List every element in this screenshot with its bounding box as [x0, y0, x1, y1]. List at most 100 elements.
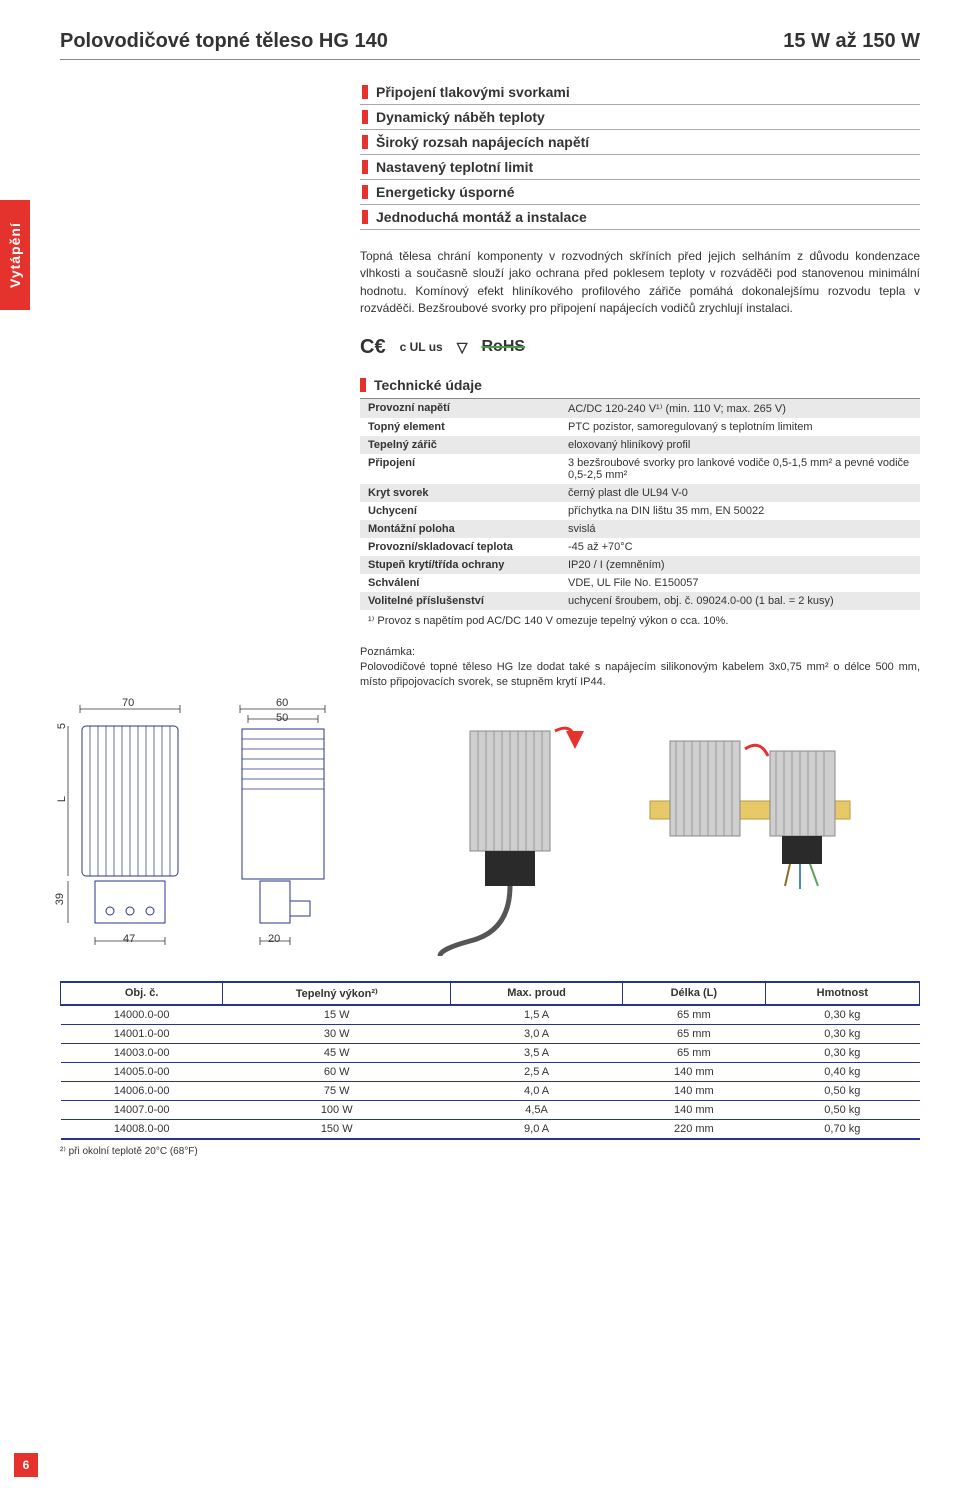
- spec-key: Topný element: [360, 418, 560, 436]
- spec-key: Provozní napětí: [360, 399, 560, 418]
- order-cell: 30 W: [223, 1024, 451, 1043]
- order-row: 14000.0-0015 W1,5 A65 mm0,30 kg: [61, 1005, 920, 1025]
- order-cell: 65 mm: [623, 1043, 766, 1062]
- spec-key: Uchycení: [360, 502, 560, 520]
- feature-text: Dynamický náběh teploty: [376, 109, 545, 125]
- feature-item: Široký rozsah napájecích napětí: [360, 130, 920, 155]
- order-cell: 9,0 A: [451, 1119, 623, 1139]
- feature-item: Energeticky úsporné: [360, 180, 920, 205]
- order-cell: 65 mm: [623, 1024, 766, 1043]
- bullet-icon: [362, 135, 368, 149]
- spec-row: Stupeň krytí/třída ochranyIP20 / I (zemn…: [360, 556, 920, 574]
- order-cell: 4,5A: [451, 1100, 623, 1119]
- spec-row: SchváleníVDE, UL File No. E150057: [360, 574, 920, 592]
- spec-value: -45 až +70°C: [560, 538, 920, 556]
- order-header: Tepelný výkon²⁾: [223, 982, 451, 1005]
- dim-50: 50: [276, 712, 288, 724]
- order-cell: 1,5 A: [451, 1005, 623, 1025]
- dim-5: 5: [56, 723, 68, 729]
- spec-table: Provozní napětíAC/DC 120-240 V¹⁾ (min. 1…: [360, 399, 920, 610]
- dim-L: L: [56, 796, 68, 802]
- technical-drawings: 70 47 5 L 39: [60, 701, 920, 961]
- spec-key: Tepelný zářič: [360, 436, 560, 454]
- order-cell: 14007.0-00: [61, 1100, 223, 1119]
- spec-row: Tepelný zářičeloxovaný hliníkový profil: [360, 436, 920, 454]
- bullet-icon: [362, 110, 368, 124]
- spec-row: Montážní polohasvislá: [360, 520, 920, 538]
- title-left: Polovodičové topné těleso HG 140: [60, 30, 388, 53]
- spec-key: Montážní poloha: [360, 520, 560, 538]
- spec-key: Schválení: [360, 574, 560, 592]
- page-number: 6: [14, 1453, 38, 1477]
- feature-text: Připojení tlakovými svorkami: [376, 84, 570, 100]
- dim-70: 70: [122, 697, 134, 709]
- order-cell: 60 W: [223, 1062, 451, 1081]
- order-row: 14007.0-00100 W4,5A140 mm0,50 kg: [61, 1100, 920, 1119]
- ul-icon: c UL us: [400, 340, 443, 354]
- spec-footnote: ¹⁾ Provoz s napětím pod AC/DC 140 V omez…: [360, 610, 920, 631]
- spec-value: 3 bezšroubové svorky pro lankové vodiče …: [560, 454, 920, 484]
- spec-value: VDE, UL File No. E150057: [560, 574, 920, 592]
- spec-value: svislá: [560, 520, 920, 538]
- spec-header: Technické údaje: [360, 377, 920, 399]
- order-cell: 140 mm: [623, 1081, 766, 1100]
- order-cell: 15 W: [223, 1005, 451, 1025]
- feature-item: Nastavený teplotní limit: [360, 155, 920, 180]
- note-title: Poznámka:: [360, 646, 415, 658]
- vde-icon: ▽: [457, 339, 468, 356]
- order-row: 14001.0-0030 W3,0 A65 mm0,30 kg: [61, 1024, 920, 1043]
- order-footnote: ²⁾ při okolní teplotě 20°C (68°F): [60, 1146, 920, 1157]
- spec-key: Volitelné příslušenství: [360, 592, 560, 610]
- drawing-side: 60 50 20: [230, 701, 340, 961]
- dim-47: 47: [123, 933, 135, 945]
- bullet-icon: [362, 210, 368, 224]
- order-header: Hmotnost: [765, 982, 919, 1005]
- dim-60: 60: [276, 697, 288, 709]
- spec-row: Provozní/skladovací teplota-45 až +70°C: [360, 538, 920, 556]
- spec-key: Stupeň krytí/třída ochrany: [360, 556, 560, 574]
- order-cell: 150 W: [223, 1119, 451, 1139]
- order-cell: 65 mm: [623, 1005, 766, 1025]
- spec-row: Připojení3 bezšroubové svorky pro lankov…: [360, 454, 920, 484]
- drawing-front: 70 47 5 L 39: [60, 701, 200, 961]
- bullet-icon: [362, 185, 368, 199]
- order-cell: 0,30 kg: [765, 1005, 919, 1025]
- feature-text: Jednoduchá montáž a instalace: [376, 209, 587, 225]
- order-cell: 0,70 kg: [765, 1119, 919, 1139]
- order-cell: 75 W: [223, 1081, 451, 1100]
- note-body: Polovodičové topné těleso HG lze dodat t…: [360, 661, 920, 688]
- order-cell: 14003.0-00: [61, 1043, 223, 1062]
- order-cell: 0,50 kg: [765, 1100, 919, 1119]
- rohs-icon: RoHS: [481, 338, 525, 356]
- dim-20: 20: [268, 933, 280, 945]
- order-cell: 14005.0-00: [61, 1062, 223, 1081]
- bullet-icon: [362, 85, 368, 99]
- order-row: 14003.0-0045 W3,5 A65 mm0,30 kg: [61, 1043, 920, 1062]
- spec-value: eloxovaný hliníkový profil: [560, 436, 920, 454]
- certifications: C€ c UL us ▽ RoHS: [360, 336, 920, 359]
- feature-item: Jednoduchá montáž a instalace: [360, 205, 920, 230]
- order-cell: 100 W: [223, 1100, 451, 1119]
- feature-text: Nastavený teplotní limit: [376, 159, 533, 175]
- spec-row: Kryt svorekčerný plast dle UL94 V-0: [360, 484, 920, 502]
- feature-text: Energeticky úsporné: [376, 184, 515, 200]
- title-right: 15 W až 150 W: [783, 30, 920, 53]
- drawing-mount-din: [640, 701, 860, 961]
- drawing-mount-cable: [410, 701, 610, 961]
- order-cell: 3,5 A: [451, 1043, 623, 1062]
- order-header: Délka (L): [623, 982, 766, 1005]
- dim-39: 39: [54, 893, 66, 905]
- spec-value: IP20 / I (zemněním): [560, 556, 920, 574]
- order-cell: 0,50 kg: [765, 1081, 919, 1100]
- page-title: Polovodičové topné těleso HG 140 15 W až…: [60, 30, 920, 60]
- order-row: 14006.0-0075 W4,0 A140 mm0,50 kg: [61, 1081, 920, 1100]
- order-header: Obj. č.: [61, 982, 223, 1005]
- order-cell: 0,40 kg: [765, 1062, 919, 1081]
- order-cell: 0,30 kg: [765, 1043, 919, 1062]
- order-cell: 140 mm: [623, 1100, 766, 1119]
- spec-key: Připojení: [360, 454, 560, 484]
- spec-value: PTC pozistor, samoregulovaný s teplotním…: [560, 418, 920, 436]
- spec-value: příchytka na DIN lištu 35 mm, EN 50022: [560, 502, 920, 520]
- order-table: Obj. č.Tepelný výkon²⁾Max. proudDélka (L…: [60, 981, 920, 1140]
- order-cell: 14008.0-00: [61, 1119, 223, 1139]
